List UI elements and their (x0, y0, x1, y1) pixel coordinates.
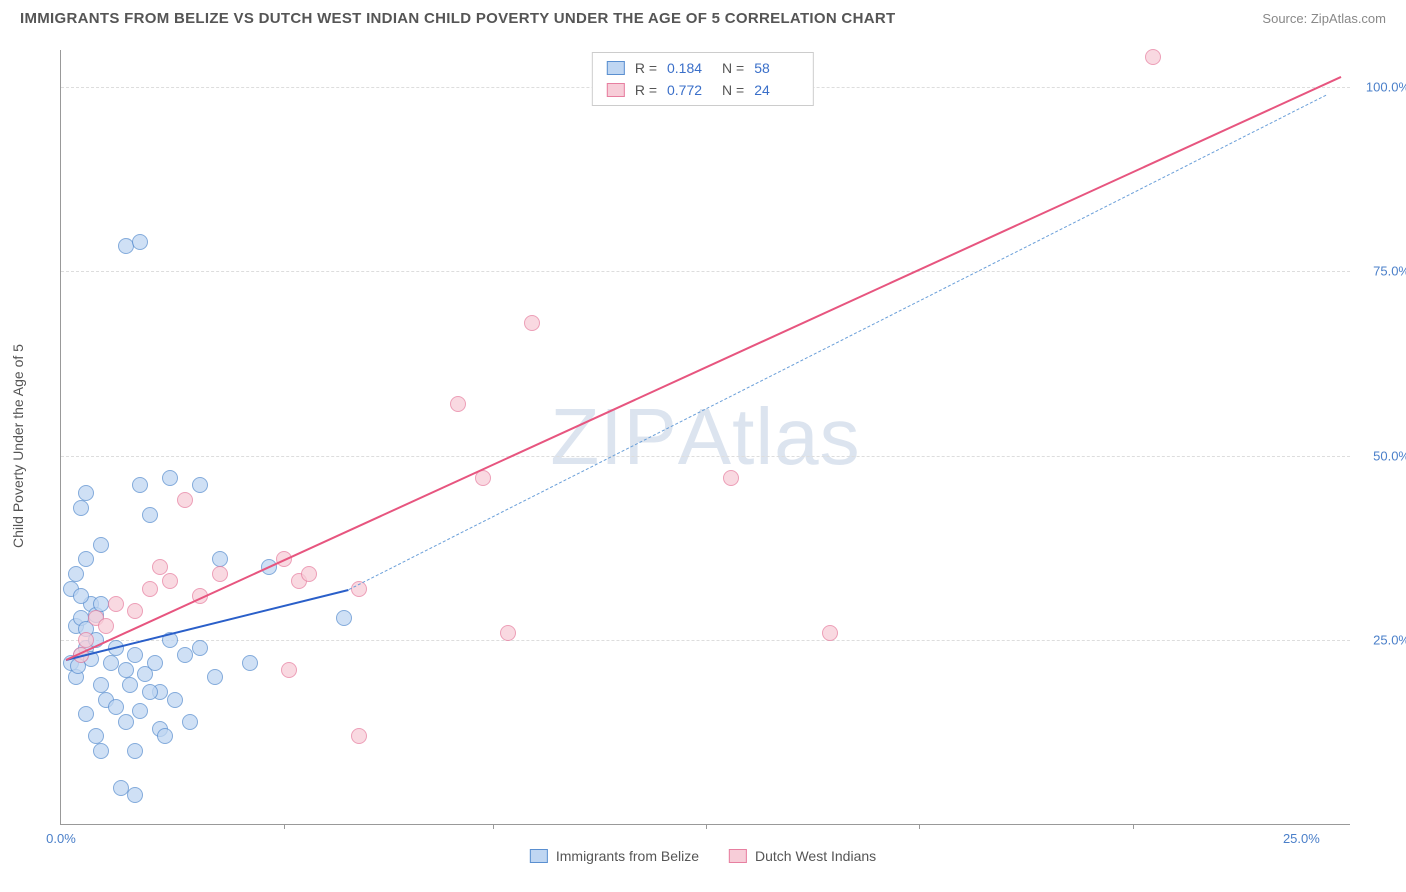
data-point (182, 714, 198, 730)
data-point (93, 537, 109, 553)
data-point (68, 566, 84, 582)
n-value: 58 (754, 57, 799, 79)
data-point (152, 559, 168, 575)
data-point (127, 787, 143, 803)
data-point (301, 566, 317, 582)
data-point (142, 507, 158, 523)
legend-label: Dutch West Indians (755, 848, 876, 864)
trend-line (66, 76, 1342, 661)
r-label: R = (635, 57, 657, 79)
y-tick-label: 75.0% (1355, 264, 1406, 279)
n-value: 24 (754, 79, 799, 101)
data-point (822, 625, 838, 641)
data-point (78, 485, 94, 501)
legend-swatch (607, 61, 625, 75)
x-tick-mark (1133, 824, 1134, 829)
gridline (61, 640, 1350, 641)
data-point (127, 647, 143, 663)
legend-item: Dutch West Indians (729, 848, 876, 864)
data-point (723, 470, 739, 486)
scatter-plot-area: ZIPAtlas 25.0%50.0%75.0%100.0%0.0%25.0% (60, 50, 1350, 825)
chart-title: IMMIGRANTS FROM BELIZE VS DUTCH WEST IND… (20, 10, 895, 27)
data-point (336, 610, 352, 626)
data-point (122, 677, 138, 693)
data-point (118, 238, 134, 254)
data-point (113, 780, 129, 796)
data-point (142, 684, 158, 700)
data-point (157, 728, 173, 744)
x-tick-label: 25.0% (1283, 831, 1320, 846)
data-point (192, 477, 208, 493)
data-point (78, 706, 94, 722)
data-point (1145, 49, 1161, 65)
stats-legend-row: R = 0.184 N = 58 (607, 57, 799, 79)
y-tick-label: 50.0% (1355, 448, 1406, 463)
data-point (207, 669, 223, 685)
data-point (192, 640, 208, 656)
stats-legend-row: R = 0.772 N = 24 (607, 79, 799, 101)
x-tick-label: 0.0% (46, 831, 76, 846)
y-axis-label: Child Poverty Under the Age of 5 (10, 344, 26, 548)
data-point (147, 655, 163, 671)
data-point (93, 596, 109, 612)
legend-swatch (530, 849, 548, 863)
data-point (281, 662, 297, 678)
trend-line-extension (349, 94, 1327, 589)
data-point (93, 677, 109, 693)
data-point (118, 662, 134, 678)
r-value: 0.772 (667, 79, 712, 101)
data-point (93, 743, 109, 759)
data-point (73, 500, 89, 516)
data-point (103, 655, 119, 671)
data-point (162, 573, 178, 589)
n-label: N = (722, 57, 744, 79)
r-label: R = (635, 79, 657, 101)
data-point (177, 647, 193, 663)
data-point (142, 581, 158, 597)
data-point (132, 477, 148, 493)
data-point (212, 551, 228, 567)
data-point (73, 588, 89, 604)
data-point (167, 692, 183, 708)
x-tick-mark (706, 824, 707, 829)
y-tick-label: 100.0% (1355, 79, 1406, 94)
gridline (61, 271, 1350, 272)
data-point (88, 728, 104, 744)
y-tick-label: 25.0% (1355, 633, 1406, 648)
series-legend: Immigrants from Belize Dutch West Indians (530, 848, 876, 864)
watermark-text: ZIPAtlas (550, 391, 860, 483)
data-point (242, 655, 258, 671)
data-point (78, 551, 94, 567)
x-tick-mark (284, 824, 285, 829)
data-point (351, 728, 367, 744)
data-point (524, 315, 540, 331)
stats-legend-box: R = 0.184 N = 58 R = 0.772 N = 24 (592, 52, 814, 106)
data-point (177, 492, 193, 508)
legend-swatch (607, 83, 625, 97)
data-point (98, 618, 114, 634)
data-point (108, 596, 124, 612)
legend-swatch (729, 849, 747, 863)
x-tick-mark (919, 824, 920, 829)
data-point (500, 625, 516, 641)
gridline (61, 456, 1350, 457)
data-point (450, 396, 466, 412)
n-label: N = (722, 79, 744, 101)
data-point (127, 603, 143, 619)
x-tick-mark (493, 824, 494, 829)
data-point (127, 743, 143, 759)
r-value: 0.184 (667, 57, 712, 79)
legend-label: Immigrants from Belize (556, 848, 699, 864)
data-point (118, 714, 134, 730)
legend-item: Immigrants from Belize (530, 848, 699, 864)
source-attribution: Source: ZipAtlas.com (1262, 11, 1386, 26)
data-point (132, 703, 148, 719)
data-point (162, 470, 178, 486)
data-point (108, 699, 124, 715)
data-point (132, 234, 148, 250)
data-point (212, 566, 228, 582)
